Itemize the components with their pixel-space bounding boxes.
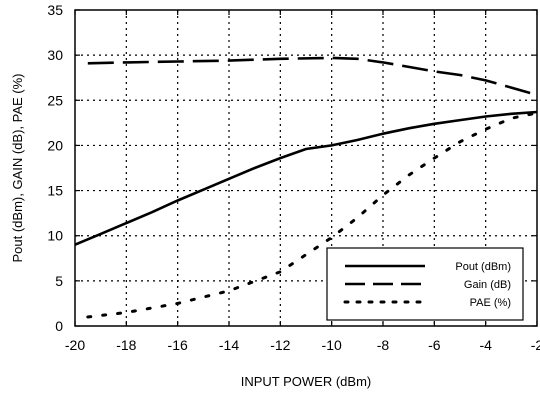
y-tick-label: 20 xyxy=(47,137,63,153)
legend-label: Gain (dB) xyxy=(464,279,511,291)
y-tick-label: 30 xyxy=(47,47,63,63)
x-tick-label: -2 xyxy=(531,337,540,353)
x-tick-label: -16 xyxy=(168,337,188,353)
series-line-solid xyxy=(74,110,538,246)
y-tick-label: 15 xyxy=(47,183,63,199)
y-tick-label: 35 xyxy=(47,2,63,18)
legend-label: PAE (%) xyxy=(470,297,511,309)
y-tick-label: 5 xyxy=(55,273,63,289)
x-tick-label: -20 xyxy=(65,337,85,353)
y-axis-title: Pout (dBm), GAIN (dB), PAE (%) xyxy=(10,73,25,262)
legend: Pout (dBm) Gain (dB) PAE (%) xyxy=(326,247,524,321)
y-tick-label: 10 xyxy=(47,228,63,244)
y-tick-label: 25 xyxy=(47,92,63,108)
x-tick-label: -18 xyxy=(116,337,136,353)
x-tick-label: -8 xyxy=(377,337,390,353)
plot-frame xyxy=(74,9,538,327)
x-tick-label: -12 xyxy=(270,337,290,353)
x-tick-label: -4 xyxy=(479,337,492,353)
series-line-dashed xyxy=(87,56,538,97)
series-layer xyxy=(74,56,539,319)
legend-label: Pout (dBm) xyxy=(455,261,511,273)
grid xyxy=(75,10,537,326)
x-tick-label: -6 xyxy=(428,337,441,353)
x-axis-title: INPUT POWER (dBm) xyxy=(241,374,372,389)
x-tick-label: -10 xyxy=(322,337,342,353)
x-tick-label: -14 xyxy=(219,337,239,353)
y-tick-label: 0 xyxy=(55,318,63,334)
